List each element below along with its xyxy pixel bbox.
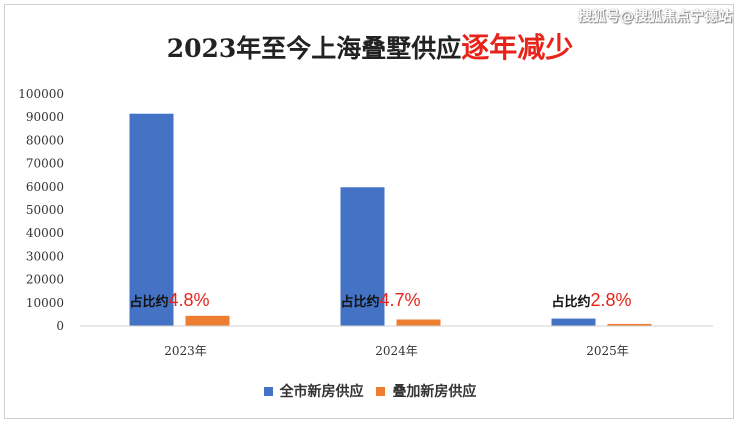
y-tick-label: 60000 xyxy=(26,180,64,194)
share-annotation: 占比约2.8% xyxy=(552,290,632,310)
chart-title: 2023年至今上海叠墅供应逐年减少 xyxy=(0,26,740,66)
bar-series-1 xyxy=(129,113,174,326)
legend-label-series-1: 全市新房供应 xyxy=(279,384,364,400)
chart-frame xyxy=(4,4,734,419)
x-tick-label: 2023年 xyxy=(164,344,207,358)
y-tick-label: 20000 xyxy=(26,273,64,287)
chart-legend: 全市新房供应 叠加新房供应 xyxy=(0,381,740,401)
share-annotation-prefix: 占比约 xyxy=(341,294,380,310)
x-tick-label: 2024年 xyxy=(375,344,418,358)
bar-series-1 xyxy=(340,187,385,326)
bar-series-2 xyxy=(185,315,230,326)
legend-label-series-2: 叠加新房供应 xyxy=(392,384,477,400)
share-annotation-value: 2.8% xyxy=(591,290,632,310)
y-tick-label: 70000 xyxy=(26,157,64,171)
share-annotation-value: 4.8% xyxy=(169,290,210,310)
share-annotation-prefix: 占比约 xyxy=(130,294,169,310)
bar-series-2 xyxy=(607,323,652,326)
chart-title-main: 2023年至今上海叠墅供应 xyxy=(166,34,462,63)
x-tick-label: 2025年 xyxy=(586,344,629,358)
legend-swatch-series-1 xyxy=(263,387,273,396)
bar-series-2 xyxy=(396,319,441,326)
legend-item-series-2: 叠加新房供应 xyxy=(376,381,476,401)
y-tick-label: 90000 xyxy=(26,110,64,124)
chart-title-highlight: 逐年减少 xyxy=(461,31,574,64)
y-tick-label: 40000 xyxy=(26,226,64,240)
y-tick-label: 50000 xyxy=(26,203,64,217)
y-tick-label: 30000 xyxy=(26,249,64,263)
bar-series-1 xyxy=(551,318,596,326)
y-tick-label: 0 xyxy=(56,319,64,333)
share-annotation: 占比约4.7% xyxy=(341,290,421,310)
share-annotation-value: 4.7% xyxy=(380,290,421,310)
y-tick-label: 80000 xyxy=(26,133,64,147)
legend-item-series-1: 全市新房供应 xyxy=(263,381,364,401)
y-tick-label: 10000 xyxy=(26,296,64,310)
y-tick-label: 100000 xyxy=(18,87,64,101)
share-annotation-prefix: 占比约 xyxy=(552,294,591,310)
share-annotation: 占比约4.8% xyxy=(130,290,210,310)
watermark: 搜狐号@搜狐焦点宁德站 xyxy=(578,9,732,25)
legend-swatch-series-2 xyxy=(376,387,386,396)
